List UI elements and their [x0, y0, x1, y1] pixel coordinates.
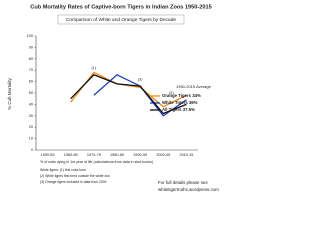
x-tick-label: 2000-09	[156, 153, 170, 157]
y-tick-label: 100	[27, 34, 33, 38]
annotation: (1)	[92, 66, 97, 70]
note: (2) White tigers first bred outside the …	[40, 174, 110, 178]
legend-label: Orange Tigers 34%	[162, 93, 201, 98]
legend-title: 1950-2015 Average	[176, 84, 212, 89]
series-line	[70, 73, 187, 115]
y-tick-label: 70	[29, 68, 33, 72]
annotation: (2)	[169, 91, 174, 95]
chart-title: Cub Mortality Rates of Captive-born Tige…	[30, 4, 211, 10]
annotation: (3)	[138, 77, 143, 81]
y-tick-label: 30	[29, 114, 33, 118]
chart: Cub Mortality Rates of Captive-born Tige…	[7, 4, 219, 192]
x-tick-label: 2010-15	[179, 153, 193, 157]
footer: whitetigertruths.wordpress.com	[158, 187, 219, 192]
x-tick-label: 1960-69	[64, 153, 78, 157]
x-tick-label: 1970-79	[87, 153, 101, 157]
y-tick-label: 20	[29, 125, 33, 129]
y-tick-label: 60	[29, 80, 33, 84]
y-tick-label: 50	[29, 91, 33, 95]
x-tick-label: 1980-89	[110, 153, 124, 157]
chart-subtitle: Comparison of White and Orange Tigers by…	[66, 17, 176, 23]
footer: For full details please see	[158, 180, 208, 185]
x-tick-label: 1950-59	[41, 153, 55, 157]
x-axis-label: % of cubs dying in 1st year of life (cal…	[40, 160, 153, 164]
legend-label: All Tigers 37.5%	[162, 107, 195, 112]
note: White tigers: (1) first cubs born	[40, 168, 86, 172]
y-tick-label: 40	[29, 102, 33, 106]
legend-label: White Tigers 36%	[162, 100, 198, 105]
y-tick-label: 90	[29, 45, 33, 49]
y-tick-label: 80	[29, 57, 33, 61]
x-tick-label: 1990-99	[133, 153, 147, 157]
y-axis-label: % Cub Mortality	[7, 77, 12, 110]
y-tick-label: 10	[29, 137, 33, 141]
y-tick-label: 0	[31, 148, 33, 152]
subtitle-box	[57, 14, 185, 25]
note: (3) Orange tigers included in data from …	[40, 180, 107, 184]
